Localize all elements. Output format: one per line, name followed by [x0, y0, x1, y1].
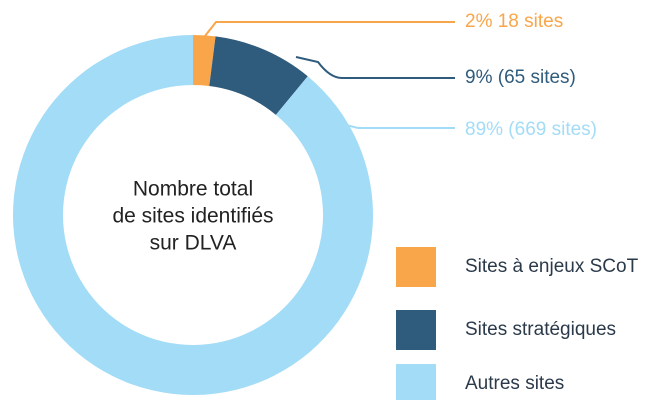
donut-slice [209, 36, 308, 115]
legend-label: Autres sites [465, 373, 564, 394]
leader-line [295, 56, 455, 79]
legend-swatch [396, 247, 436, 287]
value-label: 89% (669 sites) [465, 119, 597, 140]
legend-label: Sites à enjeux SCoT [465, 256, 639, 277]
legend-swatch [396, 310, 436, 350]
leader-line [204, 21, 455, 37]
center-text: Nombre total [133, 178, 253, 201]
donut-slice [193, 35, 216, 87]
legend-swatch [396, 364, 436, 400]
value-label: 9% (65 sites) [465, 67, 576, 88]
center-text: sur DLVA [150, 232, 237, 255]
legend-label: Sites stratégiques [465, 319, 616, 340]
value-label: 2% 18 sites [465, 11, 563, 32]
center-text: de sites identifiés [112, 205, 273, 228]
leader-line [345, 124, 455, 129]
